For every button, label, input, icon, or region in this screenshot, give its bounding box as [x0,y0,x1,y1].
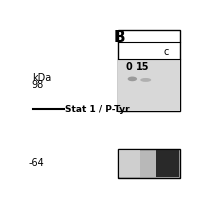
Text: 98: 98 [32,79,44,89]
Bar [156,150,178,177]
Bar [118,149,179,178]
Text: B: B [113,30,124,45]
Ellipse shape [140,79,150,82]
Bar [118,31,179,111]
Bar [118,150,140,177]
Text: 0: 0 [124,62,131,72]
Text: Stat 1 / P-Tyr: Stat 1 / P-Tyr [65,104,129,114]
Text: 15: 15 [135,62,149,72]
Text: c: c [163,46,168,57]
Ellipse shape [127,77,136,82]
Text: -64: -64 [28,157,44,167]
Bar [118,60,179,111]
Text: kDa: kDa [32,73,51,83]
